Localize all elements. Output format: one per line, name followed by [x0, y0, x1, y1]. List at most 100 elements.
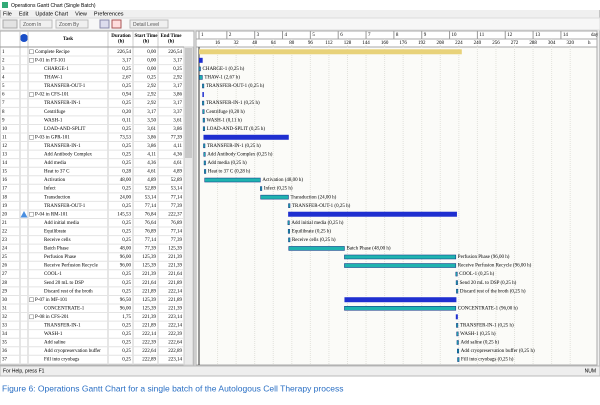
gantt-bar[interactable] — [260, 186, 263, 191]
gantt-bar[interactable] — [455, 280, 458, 285]
toolbar-button[interactable] — [129, 19, 169, 29]
menu-item[interactable]: Update Chart — [35, 11, 68, 17]
gantt-bar[interactable] — [204, 169, 207, 174]
task-name[interactable]: Receive Perfusion Recycle — [44, 264, 99, 269]
task-name[interactable]: LOAD-AND-SPLIT — [44, 127, 85, 132]
task-name[interactable]: TRANSFER-OUT-1 — [44, 84, 86, 89]
task-name[interactable]: Add media — [44, 161, 67, 166]
gantt-bar[interactable] — [456, 323, 459, 328]
gantt-bar[interactable] — [457, 357, 460, 362]
task-name[interactable]: Add saline — [44, 341, 66, 346]
task-name[interactable]: Heat to 37 C — [44, 170, 70, 175]
expand-box[interactable] — [29, 211, 34, 217]
gantt-bar[interactable] — [198, 66, 201, 72]
task-name[interactable]: Receive cells — [44, 238, 71, 243]
gantt-bar[interactable] — [203, 134, 289, 140]
task-name[interactable]: P-01 in FT-101 — [35, 58, 66, 63]
gantt-bar[interactable] — [202, 100, 205, 106]
task-name[interactable]: Fill into cryobags — [44, 358, 79, 363]
gantt-bar[interactable] — [203, 152, 206, 157]
task-name[interactable]: TRANSFER-IN-1 — [44, 144, 81, 149]
gantt-bar[interactable] — [202, 83, 205, 89]
gantt-bar[interactable] — [202, 92, 204, 98]
task-name[interactable]: TRANSFER-OUT-1 — [44, 204, 86, 209]
gantt-bar[interactable] — [344, 254, 457, 260]
task-name[interactable]: Centrifuge — [44, 110, 66, 115]
task-name[interactable]: P-02 in CFS-101 — [35, 93, 69, 98]
start-time: 222,14 — [142, 332, 156, 337]
toolbar-label[interactable]: Zoom In — [23, 22, 42, 28]
gantt-bar[interactable] — [456, 288, 459, 294]
task-name[interactable]: P-07 in MF-101 — [35, 298, 68, 303]
menu-item[interactable]: Preferences — [94, 11, 124, 17]
gantt-bar[interactable] — [199, 57, 203, 63]
menu-item[interactable]: View — [75, 11, 87, 17]
toolbar-label[interactable]: Detail Level — [133, 22, 159, 28]
expand-box[interactable] — [29, 58, 34, 63]
gantt-bar[interactable] — [287, 220, 290, 226]
task-name[interactable]: Add cryopreservation buffer — [44, 349, 101, 354]
gantt-bar[interactable] — [288, 237, 291, 243]
expand-box[interactable] — [29, 135, 34, 140]
task-name[interactable]: Transduction — [44, 195, 71, 200]
menu-item[interactable]: Edit — [19, 11, 29, 17]
gantt-bar[interactable] — [455, 271, 458, 277]
gantt-bar[interactable] — [344, 306, 457, 311]
start-time: 222,89 — [142, 358, 156, 363]
gantt-bar[interactable] — [288, 211, 457, 217]
gantt-bar[interactable] — [287, 229, 290, 234]
task-name[interactable]: WASH-1 — [44, 118, 63, 123]
toolbar-button[interactable] — [55, 19, 89, 29]
gantt-bar[interactable] — [204, 177, 261, 183]
gantt-bar[interactable] — [455, 314, 458, 320]
task-name[interactable]: P-03 in GPR-101 — [35, 135, 70, 140]
scrollbar-thumb[interactable] — [185, 48, 192, 158]
gantt-bar[interactable] — [260, 194, 289, 200]
gantt-bar[interactable] — [199, 75, 203, 80]
task-name[interactable]: Batch Phase — [44, 247, 69, 252]
task-name[interactable]: P-08 in CFS-201 — [35, 315, 69, 320]
expand-box[interactable] — [29, 92, 34, 97]
task-name[interactable]: TRANSFER-IN-1 — [44, 324, 81, 329]
table-scrollbar[interactable] — [183, 46, 194, 366]
toolbar-button[interactable] — [19, 19, 53, 29]
task-name[interactable]: Perfusion Phase — [44, 255, 77, 260]
task-name[interactable]: Add Antibody Complex — [44, 153, 93, 158]
expand-box[interactable] — [29, 314, 34, 320]
gantt-bar[interactable] — [457, 348, 460, 354]
gantt-bar[interactable] — [202, 126, 205, 131]
task-name[interactable]: P-04 in RM-101 — [35, 212, 68, 217]
task-name[interactable]: THAW-1 — [44, 76, 63, 81]
task-name[interactable]: Complete Recipe — [35, 50, 70, 55]
expand-box[interactable] — [29, 297, 34, 302]
gantt-bar[interactable] — [344, 297, 457, 303]
task-name[interactable]: Activation — [44, 178, 66, 183]
gantt-bar[interactable] — [199, 49, 462, 55]
gantt-bar[interactable] — [456, 331, 459, 337]
task-name[interactable]: Add initial media — [44, 221, 80, 226]
options-button[interactable] — [99, 19, 110, 29]
gantt-area — [195, 30, 598, 366]
gantt-bar[interactable] — [288, 203, 291, 208]
task-name[interactable]: Infect — [44, 187, 56, 192]
gantt-bar[interactable] — [288, 246, 345, 251]
gantt-bar[interactable] — [203, 160, 206, 166]
menu-item[interactable]: File — [3, 11, 12, 17]
task-name[interactable]: Equilibrate — [44, 229, 67, 234]
toolbar-label[interactable]: Zoom By — [59, 22, 80, 28]
task-name[interactable]: CHARGE-1 — [44, 67, 69, 72]
print-button[interactable] — [2, 19, 18, 29]
gantt-bar[interactable] — [203, 143, 206, 149]
gantt-bar[interactable] — [202, 117, 205, 123]
task-name[interactable]: Discard rest of the broth — [44, 289, 93, 294]
task-name[interactable]: WASH-1 — [44, 332, 63, 337]
task-name[interactable]: Send 20 mL to DSP — [44, 281, 84, 286]
gantt-bar[interactable] — [344, 263, 457, 268]
close-chart-button[interactable] — [111, 19, 122, 29]
gantt-bar[interactable] — [202, 109, 205, 114]
task-name[interactable]: CONCENTRATE-1 — [44, 306, 85, 311]
gantt-bar[interactable] — [456, 340, 459, 345]
expand-box[interactable] — [29, 49, 34, 55]
task-name[interactable]: COOL-1 — [44, 272, 62, 277]
task-name[interactable]: TRANSFER-IN-1 — [44, 101, 81, 106]
